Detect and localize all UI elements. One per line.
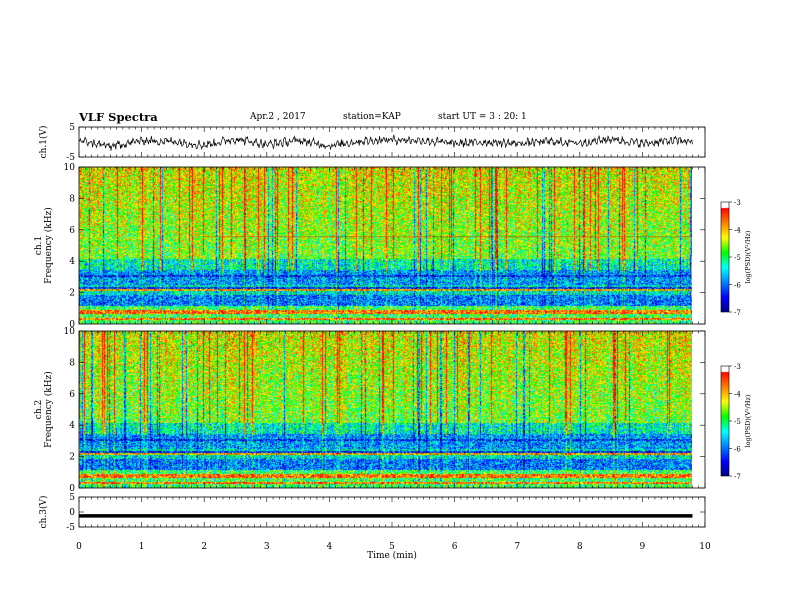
chart-title: VLF Spectra bbox=[79, 110, 158, 124]
colorbar-tick-label: -4 bbox=[734, 227, 741, 235]
colorbar-tick-label: -4 bbox=[734, 391, 741, 399]
y-tick-label: -5 bbox=[66, 523, 75, 533]
y-tick-label: -5 bbox=[66, 153, 75, 163]
y-tick-label: 0 bbox=[69, 484, 75, 494]
y-tick-label: 0 bbox=[69, 508, 75, 518]
x-axis-label: Time (min) bbox=[367, 550, 417, 561]
y-tick-label: 2 bbox=[69, 289, 75, 299]
ch1-waveform bbox=[78, 134, 693, 151]
colorbar-tick-label: -6 bbox=[734, 282, 741, 290]
colorbar-tick-label: -7 bbox=[734, 309, 741, 317]
station-label: station=KAP bbox=[343, 112, 401, 122]
x-tick-label: 4 bbox=[327, 542, 333, 552]
y-tick-label: 5 bbox=[69, 123, 75, 133]
colorbar-tick-label: -7 bbox=[734, 473, 741, 481]
y-axis-label: ch.1(V) bbox=[38, 126, 49, 159]
colorbar-tick-label: -5 bbox=[734, 254, 741, 262]
x-tick-label: 5 bbox=[389, 542, 395, 552]
x-tick-label: 0 bbox=[76, 542, 82, 552]
y-tick-label: 10 bbox=[64, 327, 76, 337]
y-axis-label: Frequency (kHz) bbox=[43, 207, 54, 284]
spectrogram-ch2 bbox=[79, 331, 692, 488]
x-tick-label: 9 bbox=[640, 542, 646, 552]
x-tick-label: 6 bbox=[452, 542, 458, 552]
x-tick-label: 10 bbox=[699, 542, 711, 552]
y-tick-label: 6 bbox=[69, 226, 75, 236]
colorbar-label: log(PSD)(V²/Hz) bbox=[744, 394, 752, 447]
colorbar-tick-label: -6 bbox=[734, 446, 741, 454]
colorbar-label: log(PSD)(V²/Hz) bbox=[744, 230, 752, 283]
start-time-label: start UT = 3 : 20: 1 bbox=[438, 112, 527, 122]
colorbar-tick-label: -3 bbox=[734, 199, 741, 207]
colorbar-tick-label: -3 bbox=[734, 363, 741, 371]
spectrogram-ch1 bbox=[79, 167, 692, 324]
y-axis-label: ch.2 bbox=[34, 400, 44, 419]
date-label: Apr.2 , 2017 bbox=[250, 112, 306, 122]
y-tick-label: 4 bbox=[69, 257, 75, 267]
colorbar-ch2 bbox=[721, 366, 729, 476]
x-tick-label: 8 bbox=[577, 542, 583, 552]
y-tick-label: 8 bbox=[69, 358, 75, 368]
x-tick-label: 3 bbox=[264, 542, 270, 552]
y-tick-label: 4 bbox=[69, 421, 75, 431]
y-axis-label: ch.3(V) bbox=[38, 496, 49, 529]
y-tick-label: 0 bbox=[69, 320, 75, 330]
y-tick-label: 10 bbox=[64, 163, 76, 173]
x-tick-label: 1 bbox=[139, 542, 145, 552]
colorbar-tick-label: -5 bbox=[734, 418, 741, 426]
y-axis-label: Frequency (kHz) bbox=[43, 371, 54, 448]
y-axis-label: ch.1 bbox=[34, 236, 44, 255]
y-tick-label: 2 bbox=[69, 453, 75, 463]
x-tick-label: 2 bbox=[201, 542, 207, 552]
y-tick-label: 6 bbox=[69, 390, 75, 400]
y-tick-label: 8 bbox=[69, 194, 75, 204]
y-tick-label: 5 bbox=[69, 493, 75, 503]
colorbar-ch1 bbox=[721, 202, 729, 312]
x-tick-label: 7 bbox=[514, 542, 520, 552]
